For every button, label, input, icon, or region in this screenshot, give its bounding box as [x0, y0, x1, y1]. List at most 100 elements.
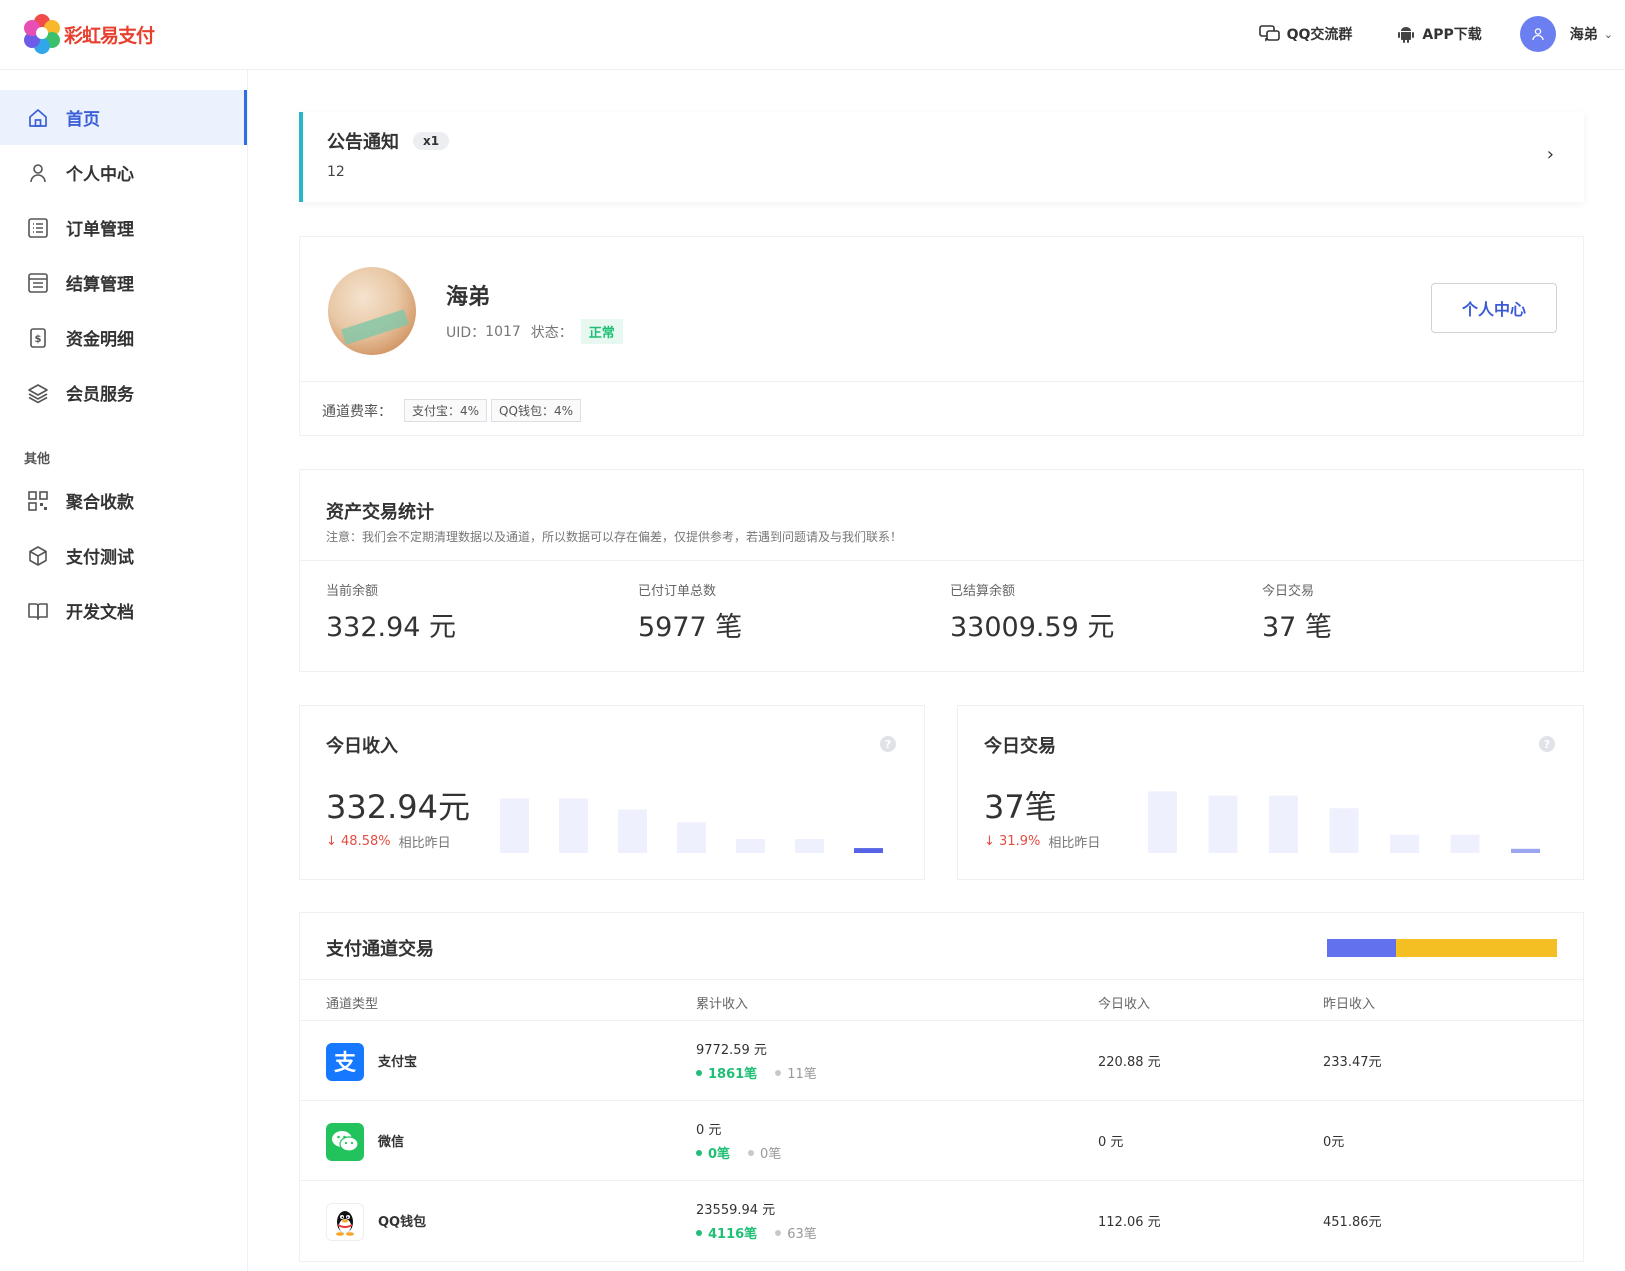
- notice-card[interactable]: 公告通知 x1 12 ›: [299, 112, 1584, 202]
- channel-name: QQ钱包: [378, 1215, 427, 1230]
- sidebar-item-label: 订单管理: [66, 220, 134, 240]
- sidebar-item-orders[interactable]: 订单管理: [0, 200, 247, 255]
- user-icon: [26, 161, 50, 185]
- stat-settled: 已结算余额 33009.59 元: [950, 580, 1114, 644]
- sidebar-item-membership[interactable]: 会员服务: [0, 365, 247, 420]
- rainbow-flower-logo-icon: [22, 14, 62, 54]
- chart-bar: [500, 798, 529, 853]
- success-count-value: 0笔: [708, 1147, 731, 1162]
- sidebar-item-label: 个人中心: [66, 165, 134, 185]
- table-icon: [26, 271, 50, 295]
- profile-center-button[interactable]: 个人中心: [1431, 283, 1557, 333]
- sidebar-item-home[interactable]: 首页: [0, 90, 247, 145]
- sidebar-item-label: 会员服务: [66, 385, 134, 405]
- channel-name: 支付宝: [378, 1055, 418, 1070]
- compare-label: 相比昨日: [1048, 836, 1101, 851]
- other-count: 63笔: [775, 1223, 817, 1242]
- book-icon: [26, 599, 50, 623]
- sidebar-item-dev-docs[interactable]: 开发文档: [0, 583, 247, 638]
- channel-counts: 4116笔 63笔: [696, 1223, 817, 1242]
- chevron-right-icon[interactable]: ›: [1546, 144, 1554, 165]
- uid-value: 1017: [485, 323, 521, 340]
- chart-bar: [1329, 808, 1359, 853]
- notice-title: 公告通知: [327, 132, 399, 153]
- channel-trade-card: 支付通道交易 通道类型 累计收入 今日收入 昨日收入 支 支付宝 9772.59…: [299, 912, 1584, 1262]
- app-download-link[interactable]: APP下载: [1396, 24, 1482, 44]
- svg-text:支: 支: [334, 1051, 357, 1076]
- today-trade-card: 今日交易 ? 37笔 ↓ 31.9% 相比昨日: [957, 705, 1584, 880]
- android-icon: [1398, 27, 1415, 43]
- profile-avatar: [328, 267, 416, 355]
- compare-label: 相比昨日: [398, 836, 451, 851]
- sidebar-item-label: 首页: [66, 110, 100, 130]
- channel-name: 微信: [378, 1135, 405, 1150]
- today-trade-value: 37笔: [984, 788, 1057, 826]
- chart-bar: [1269, 795, 1298, 853]
- sidebar-item-payment-test[interactable]: 支付测试: [0, 528, 247, 583]
- sidebar-item-funds[interactable]: $ 资金明细: [0, 310, 247, 365]
- sidebar-item-label: 聚合收款: [66, 493, 134, 513]
- channel-total: 9772.59 元: [696, 1043, 767, 1058]
- column-header: 昨日收入: [1323, 997, 1376, 1012]
- channel-yesterday: 233.47元: [1323, 1055, 1382, 1070]
- column-header: 通道类型: [326, 997, 379, 1012]
- chevron-down-icon[interactable]: ⌄: [1603, 27, 1613, 41]
- top-bar: 彩虹易支付 QQ交流群 APP下载 海弟 ⌄: [0, 0, 1625, 70]
- table-row: 微信 0 元 0笔 0笔 0 元 0元: [300, 1101, 1583, 1181]
- rate-tag-qqwallet: QQ钱包：4%: [491, 399, 581, 422]
- chat-icon: [1258, 25, 1280, 42]
- success-count: 1861笔: [696, 1063, 757, 1082]
- logo[interactable]: 彩虹易支付: [22, 14, 155, 54]
- table-header: 通道类型 累计收入 今日收入 昨日收入: [300, 979, 1583, 1021]
- stat-label: 已结算余额: [950, 584, 1016, 599]
- sidebar-item-aggregate-payment[interactable]: 聚合收款: [0, 473, 247, 528]
- help-icon[interactable]: ?: [880, 736, 896, 752]
- user-name[interactable]: 海弟: [1569, 27, 1598, 43]
- column-header: 今日收入: [1098, 997, 1151, 1012]
- profile-card: 海弟 UID： 1017 状态： 正常 个人中心 通道费率： 支付宝：4% QQ…: [299, 236, 1584, 436]
- qrcode-icon: [26, 489, 50, 513]
- qq-group-link[interactable]: QQ交流群: [1258, 24, 1353, 44]
- channel-yesterday: 0元: [1323, 1135, 1345, 1150]
- other-count-value: 11笔: [787, 1067, 817, 1082]
- chart-bar: [618, 809, 647, 853]
- channel-today: 112.06 元: [1098, 1215, 1161, 1230]
- stat-label: 当前余额: [326, 584, 379, 599]
- user-avatar[interactable]: [1519, 16, 1556, 52]
- sidebar-item-label: 支付测试: [66, 548, 134, 568]
- today-trade-title: 今日交易: [984, 736, 1056, 757]
- chart-bar: [677, 822, 706, 853]
- share-segment-secondary: [1396, 939, 1557, 957]
- today-income-card: 今日收入 ? 332.94元 ↓ 48.58% 相比昨日: [299, 705, 925, 880]
- column-header: 累计收入: [696, 997, 749, 1012]
- stat-label: 已付订单总数: [638, 584, 717, 599]
- other-count-value: 0笔: [760, 1147, 782, 1162]
- change-value: ↓ 48.58%: [326, 834, 391, 849]
- table-row: QQ钱包 23559.94 元 4116笔 63笔 112.06 元 451.8…: [300, 1181, 1583, 1261]
- home-icon: [26, 106, 50, 130]
- success-count: 4116笔: [696, 1223, 757, 1242]
- app-download-label: APP下载: [1422, 27, 1482, 43]
- alipay-icon: 支: [326, 1043, 364, 1081]
- sidebar: 首页 个人中心 订单管理 结算管理 $ 资金明细 会员服务 其他 聚合收款 支付…: [0, 70, 248, 1271]
- stat-value: 5977 笔: [638, 612, 743, 643]
- stat-value: 33009.59 元: [950, 612, 1115, 643]
- help-icon[interactable]: ?: [1539, 736, 1555, 752]
- today-income-bar-chart: [500, 798, 883, 853]
- qq-group-label: QQ交流群: [1286, 27, 1353, 43]
- profile-name: 海弟: [446, 285, 491, 310]
- today-income-title: 今日收入: [326, 736, 398, 757]
- box-icon: [26, 544, 50, 568]
- divider: [300, 381, 1583, 382]
- today-trade-change: ↓ 31.9% 相比昨日: [984, 832, 1100, 851]
- table-row: 支 支付宝 9772.59 元 1861笔 11笔 220.88 元 233.4…: [300, 1021, 1583, 1101]
- rate-label: 通道费率：: [322, 403, 392, 420]
- dot: [696, 1229, 702, 1236]
- dot: [696, 1149, 702, 1156]
- chart-bar: [1390, 834, 1419, 853]
- other-count: 0笔: [748, 1143, 781, 1162]
- sidebar-item-profile[interactable]: 个人中心: [0, 145, 247, 200]
- svg-text:$: $: [35, 334, 42, 345]
- dot: [748, 1149, 755, 1156]
- sidebar-item-settlement[interactable]: 结算管理: [0, 255, 247, 310]
